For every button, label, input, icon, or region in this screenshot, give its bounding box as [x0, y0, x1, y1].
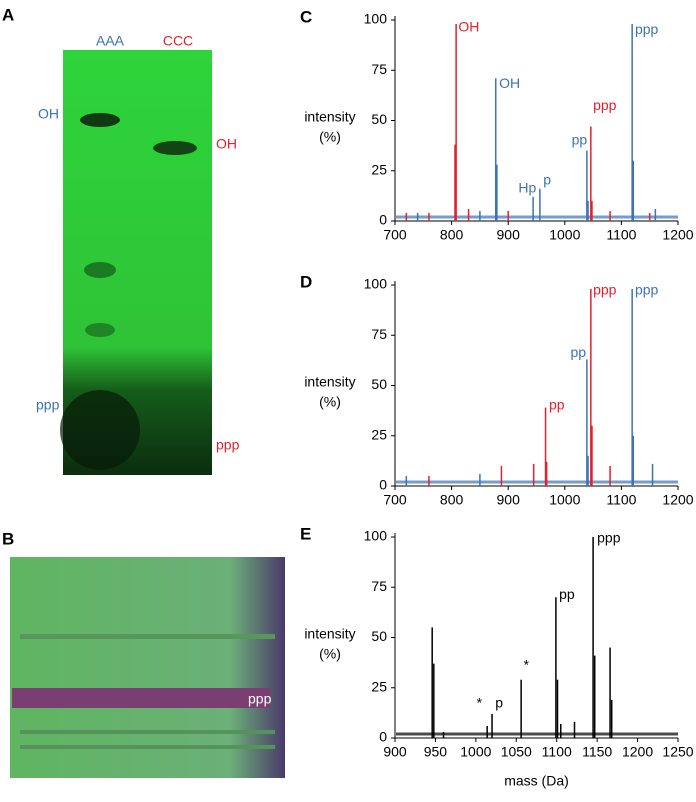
peak-label: * — [477, 695, 483, 711]
x-tick-label: 1250 — [662, 744, 693, 760]
y-axis-label: (%) — [319, 646, 341, 662]
y-tick-label: 50 — [371, 628, 387, 644]
y-tick-label: 25 — [371, 678, 387, 694]
band — [85, 323, 115, 337]
x-tick-label: 900 — [497, 492, 521, 508]
peak-label: ppp — [635, 21, 659, 37]
y-tick-label: 75 — [371, 61, 387, 77]
y-tick-label: 0 — [379, 477, 387, 493]
peak-label: ppp — [593, 97, 617, 113]
x-tick-label: 900 — [383, 744, 407, 760]
x-tick-label: 1000 — [460, 744, 491, 760]
y-axis-label: intensity — [304, 374, 355, 390]
peak-label: OH — [499, 75, 520, 91]
gel-label: ppp — [36, 397, 60, 413]
peak-label: pp — [570, 344, 586, 360]
x-tick-label: 1200 — [662, 492, 693, 508]
peak-label: ppp — [597, 530, 621, 546]
band — [20, 634, 275, 639]
peak-label: * — [524, 656, 530, 672]
gel-image — [10, 557, 285, 778]
y-tick-label: 0 — [379, 212, 387, 228]
x-tick-label: 1100 — [606, 227, 636, 243]
peak-label: p — [543, 172, 551, 188]
lane-label: CCC — [163, 33, 193, 49]
y-tick-label: 100 — [364, 11, 388, 27]
y-axis-label: (%) — [319, 394, 341, 410]
peak-label: pp — [549, 396, 565, 412]
y-tick-label: 75 — [371, 326, 387, 342]
x-tick-label: 1000 — [549, 492, 580, 508]
band — [20, 745, 275, 749]
gel-label: ppp — [216, 437, 240, 453]
band — [12, 688, 270, 708]
y-tick-label: 0 — [379, 729, 387, 745]
peak-label: pp — [572, 131, 588, 147]
x-tick-label: 700 — [383, 227, 407, 243]
band — [153, 141, 197, 155]
y-tick-label: 25 — [371, 161, 387, 177]
x-tick-label: 1000 — [549, 227, 580, 243]
x-tick-label: 1150 — [582, 744, 612, 760]
peak-label: ppp — [593, 282, 617, 298]
y-axis-label: intensity — [304, 109, 355, 125]
x-tick-label: 1200 — [662, 227, 693, 243]
panel-label: C — [300, 7, 312, 26]
x-tick-label: 1100 — [606, 492, 636, 508]
x-tick-label: 950 — [424, 744, 448, 760]
x-tick-label: 1200 — [622, 744, 653, 760]
lane-label: AAA — [96, 33, 125, 49]
y-tick-label: 25 — [371, 426, 387, 442]
band — [84, 262, 116, 278]
x-axis-label: mass (Da) — [504, 773, 569, 789]
x-tick-label: 900 — [497, 227, 521, 243]
x-tick-label: 800 — [440, 227, 464, 243]
y-tick-label: 50 — [371, 376, 387, 392]
peak-label: ppp — [635, 282, 659, 298]
peak-label: pp — [559, 586, 575, 602]
y-tick-label: 50 — [371, 111, 387, 127]
y-tick-label: 100 — [364, 528, 388, 544]
panel-label: D — [300, 272, 312, 291]
band — [80, 113, 120, 127]
y-axis-label: intensity — [304, 626, 355, 642]
gel-label: ppp — [248, 691, 272, 707]
y-tick-label: 100 — [364, 276, 388, 292]
peak-label: Hp — [518, 180, 536, 196]
panel-label: E — [300, 524, 311, 543]
x-tick-label: 1050 — [501, 744, 532, 760]
x-tick-label: 1100 — [542, 744, 572, 760]
x-tick-label: 800 — [440, 492, 464, 508]
x-tick-label: 700 — [383, 492, 407, 508]
peak-label: OH — [458, 19, 479, 35]
band — [60, 390, 140, 470]
gel-label: OH — [216, 136, 237, 152]
gel-label: OH — [38, 106, 59, 122]
y-axis-label: (%) — [319, 129, 341, 145]
panel-label: B — [2, 529, 14, 548]
band — [20, 730, 275, 734]
peak-label: p — [495, 695, 503, 711]
panel-label: A — [2, 5, 14, 24]
y-tick-label: 75 — [371, 578, 387, 594]
